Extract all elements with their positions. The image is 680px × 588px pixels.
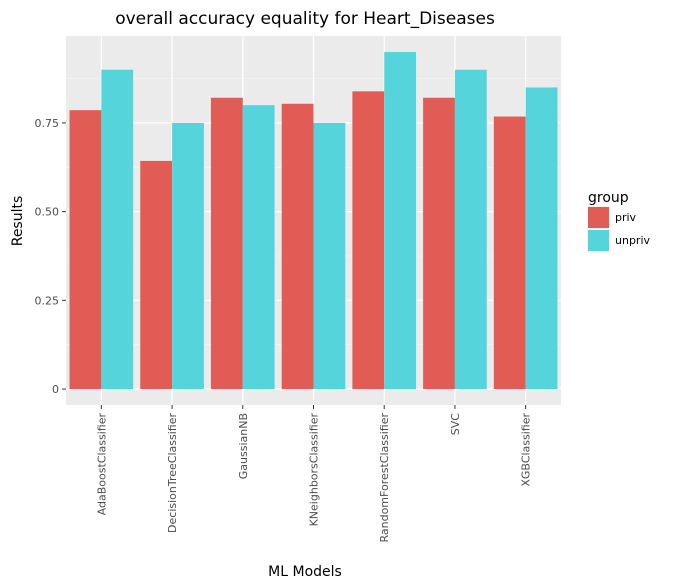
bar-priv-SVC [423,97,455,390]
legend: group priv unpriv [587,190,651,252]
bar-unpriv-KNeighborsClassifier [313,122,346,390]
y-tick-label: 0.25 [35,294,60,307]
legend-label-unpriv: unpriv [615,234,651,247]
legend-swatch-unpriv [588,230,609,251]
x-tick-label: GaussianNB [237,413,250,479]
legend-swatch-priv [588,207,609,228]
bar-unpriv-DecisionTreeClassifier [172,122,204,390]
x-tick-label: DecisionTreeClassifier [166,413,179,533]
bar-priv-XGBClassifier [493,116,526,390]
y-tick-label: 0.50 [35,206,60,219]
legend-title: group [588,190,629,206]
legend-label-priv: priv [615,211,637,224]
x-tick-label: AdaBoostClassifier [95,413,108,516]
x-tick-label: KNeighborsClassifier [308,413,321,527]
bar-priv-GaussianNB [210,97,243,390]
bar-priv-DecisionTreeClassifier [140,160,173,390]
bar-unpriv-GaussianNB [242,105,275,390]
x-axis-title: ML Models [268,564,342,580]
bar-priv-KNeighborsClassifier [281,103,314,390]
bar-unpriv-RandomForestClassifier [384,51,417,390]
y-axis-title: Results [10,196,26,247]
x-tick-label: SVC [449,413,462,436]
x-tick-label: RandomForestClassifier [378,413,391,543]
x-tick-label: XGBClassifier [520,413,533,487]
y-tick-label: 0.75 [35,117,60,130]
bar-unpriv-AdaBoostClassifier [101,69,134,390]
bar-priv-AdaBoostClassifier [69,110,102,390]
bar-unpriv-XGBClassifier [525,87,558,390]
y-tick-label: 0 [52,383,59,396]
bar-unpriv-SVC [454,69,487,390]
bar-priv-RandomForestClassifier [352,91,385,390]
chart-title: overall accuracy equality for Heart_Dise… [115,9,495,29]
